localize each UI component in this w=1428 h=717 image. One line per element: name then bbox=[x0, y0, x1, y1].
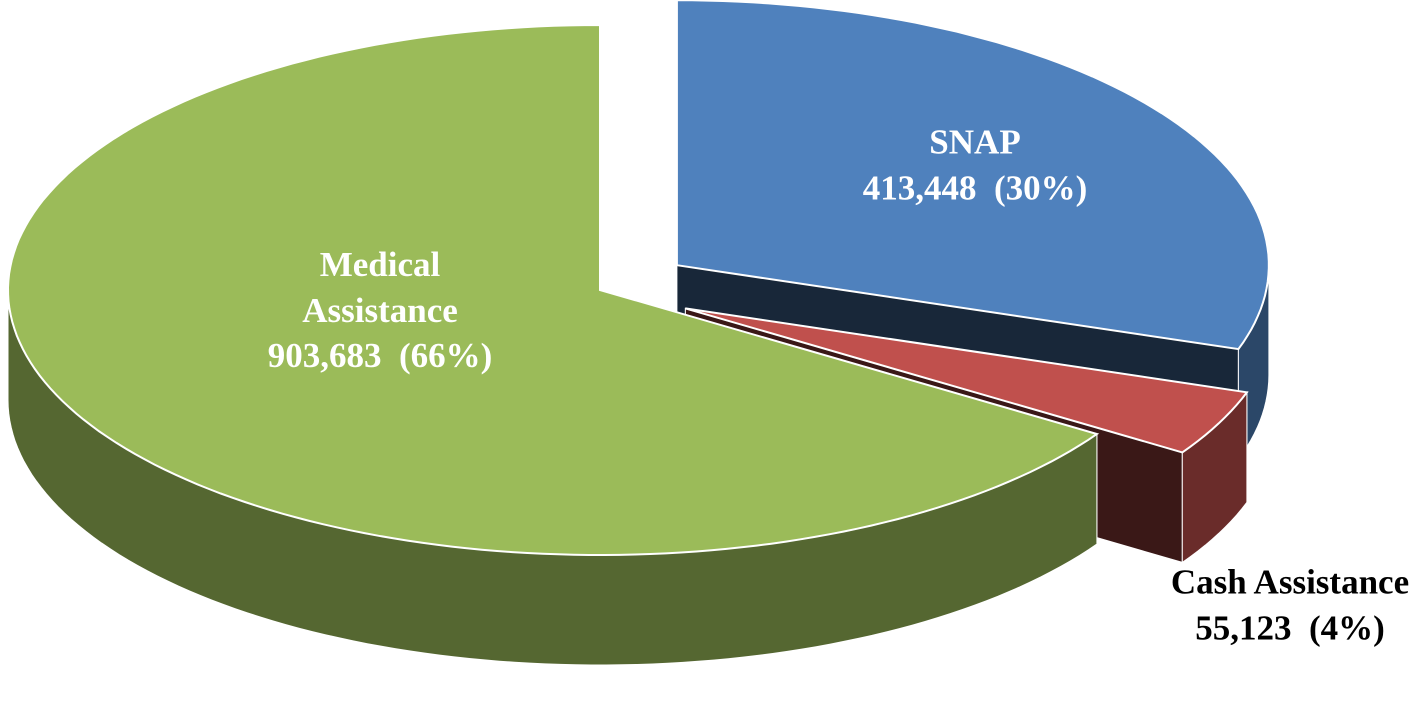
category-label: Medical Assistance bbox=[302, 244, 458, 330]
slice-label: Cash Assistance 55,123 (4%) bbox=[1110, 560, 1428, 651]
category-label: SNAP bbox=[929, 122, 1021, 162]
value-label: 413,448 (30%) bbox=[862, 168, 1088, 207]
pie-slice bbox=[6, 23, 1100, 556]
pie-slice bbox=[675, 0, 1270, 351]
category-label: Cash Assistance bbox=[1170, 562, 1410, 602]
pie-slice bbox=[685, 307, 1249, 454]
value-label: 903,683 (66%) bbox=[267, 335, 493, 375]
value-label: 55,123 (4%) bbox=[1195, 608, 1385, 647]
slice-label: Medical Assistance 903,683 (66%) bbox=[250, 242, 510, 379]
slice-label: SNAP 413,448 (30%) bbox=[795, 120, 1155, 211]
